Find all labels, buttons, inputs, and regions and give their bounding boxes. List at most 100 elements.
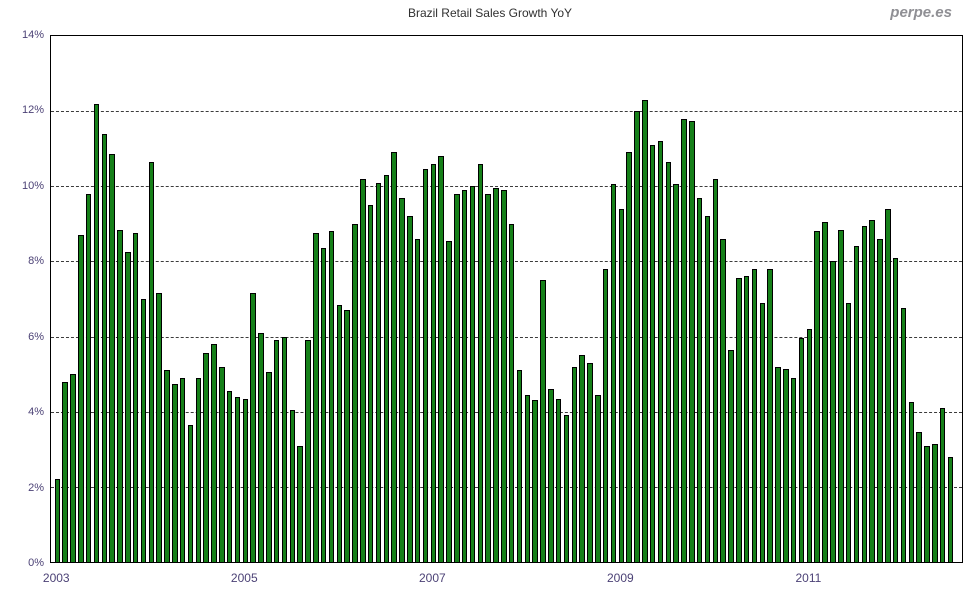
bar <box>696 197 703 562</box>
bar <box>344 310 350 562</box>
bar <box>383 175 390 562</box>
bar <box>407 216 413 562</box>
bar <box>751 268 758 562</box>
bar <box>932 443 938 562</box>
bar <box>360 178 366 562</box>
bar <box>93 103 100 562</box>
bar <box>720 238 726 562</box>
chart-title: Brazil Retail Sales Growth YoY <box>407 6 573 20</box>
bar <box>164 370 170 562</box>
bar <box>109 154 115 562</box>
bar <box>540 280 546 562</box>
bar <box>798 338 805 562</box>
bar <box>673 184 679 562</box>
bar <box>665 161 672 562</box>
bar <box>211 344 217 562</box>
bar <box>516 370 523 562</box>
bar <box>320 248 327 562</box>
bar <box>736 278 742 562</box>
bar <box>125 252 131 562</box>
bar <box>242 398 249 562</box>
bar <box>587 362 593 562</box>
bar <box>297 445 303 562</box>
bar <box>446 240 452 562</box>
bar <box>195 377 202 562</box>
x-axis-label: 2007 <box>418 571 446 585</box>
y-axis-label: 10% <box>21 179 44 192</box>
bar <box>78 235 84 562</box>
bar <box>179 377 186 562</box>
bar <box>532 400 538 562</box>
bar <box>767 268 773 562</box>
bar <box>728 349 734 562</box>
bar <box>579 355 585 562</box>
bar <box>814 231 820 562</box>
x-axis-label: 2005 <box>230 571 258 585</box>
bar <box>187 424 194 562</box>
y-axis-label: 6% <box>28 330 44 343</box>
bar <box>391 152 397 562</box>
x-axis-label: 2009 <box>607 571 634 585</box>
bar <box>783 368 789 562</box>
bar <box>508 223 515 562</box>
bar <box>414 238 421 562</box>
bar <box>634 111 640 562</box>
bar <box>877 238 883 562</box>
bar <box>422 169 429 562</box>
bar <box>861 225 867 562</box>
bar <box>85 193 92 562</box>
bar <box>822 221 828 562</box>
gridline-10pct <box>51 186 962 188</box>
bar <box>775 366 781 562</box>
bar <box>869 220 875 562</box>
bar <box>947 456 954 562</box>
bar <box>289 409 296 562</box>
bar <box>916 432 922 562</box>
bar <box>203 353 209 562</box>
gridline-12pct <box>51 111 962 113</box>
bar <box>704 216 711 562</box>
bar <box>266 372 272 562</box>
bar <box>62 381 68 562</box>
bar <box>689 120 695 562</box>
x-axis-label: 2011 <box>795 571 822 585</box>
bar <box>461 190 468 562</box>
bar <box>618 208 625 562</box>
y-axis-label: 4% <box>28 406 44 419</box>
bar <box>853 246 860 562</box>
bar <box>681 118 687 562</box>
bar <box>548 389 554 562</box>
bar <box>438 156 444 562</box>
bar <box>219 366 225 562</box>
bar <box>571 366 578 562</box>
bar <box>281 336 288 562</box>
watermark: perpe.es <box>890 4 952 21</box>
bar <box>399 197 405 562</box>
bar <box>830 261 836 562</box>
bar <box>226 391 233 562</box>
bar <box>900 308 907 562</box>
bar <box>908 402 914 562</box>
bar <box>924 445 930 562</box>
bar <box>273 340 280 562</box>
bar <box>148 161 155 562</box>
bar <box>563 415 570 562</box>
y-axis-label: 8% <box>28 255 44 268</box>
bar <box>939 407 946 562</box>
bar <box>602 268 609 562</box>
bar <box>595 394 601 562</box>
bar <box>657 141 664 562</box>
bar <box>885 208 891 562</box>
bar <box>156 293 162 562</box>
bar <box>610 184 617 562</box>
bar <box>367 205 374 562</box>
bar <box>806 329 813 562</box>
bar <box>555 398 562 562</box>
bar <box>258 332 264 562</box>
bar <box>117 229 123 562</box>
bar <box>838 229 844 562</box>
bar <box>524 394 531 562</box>
bar <box>328 231 335 562</box>
plot-area <box>50 35 963 563</box>
